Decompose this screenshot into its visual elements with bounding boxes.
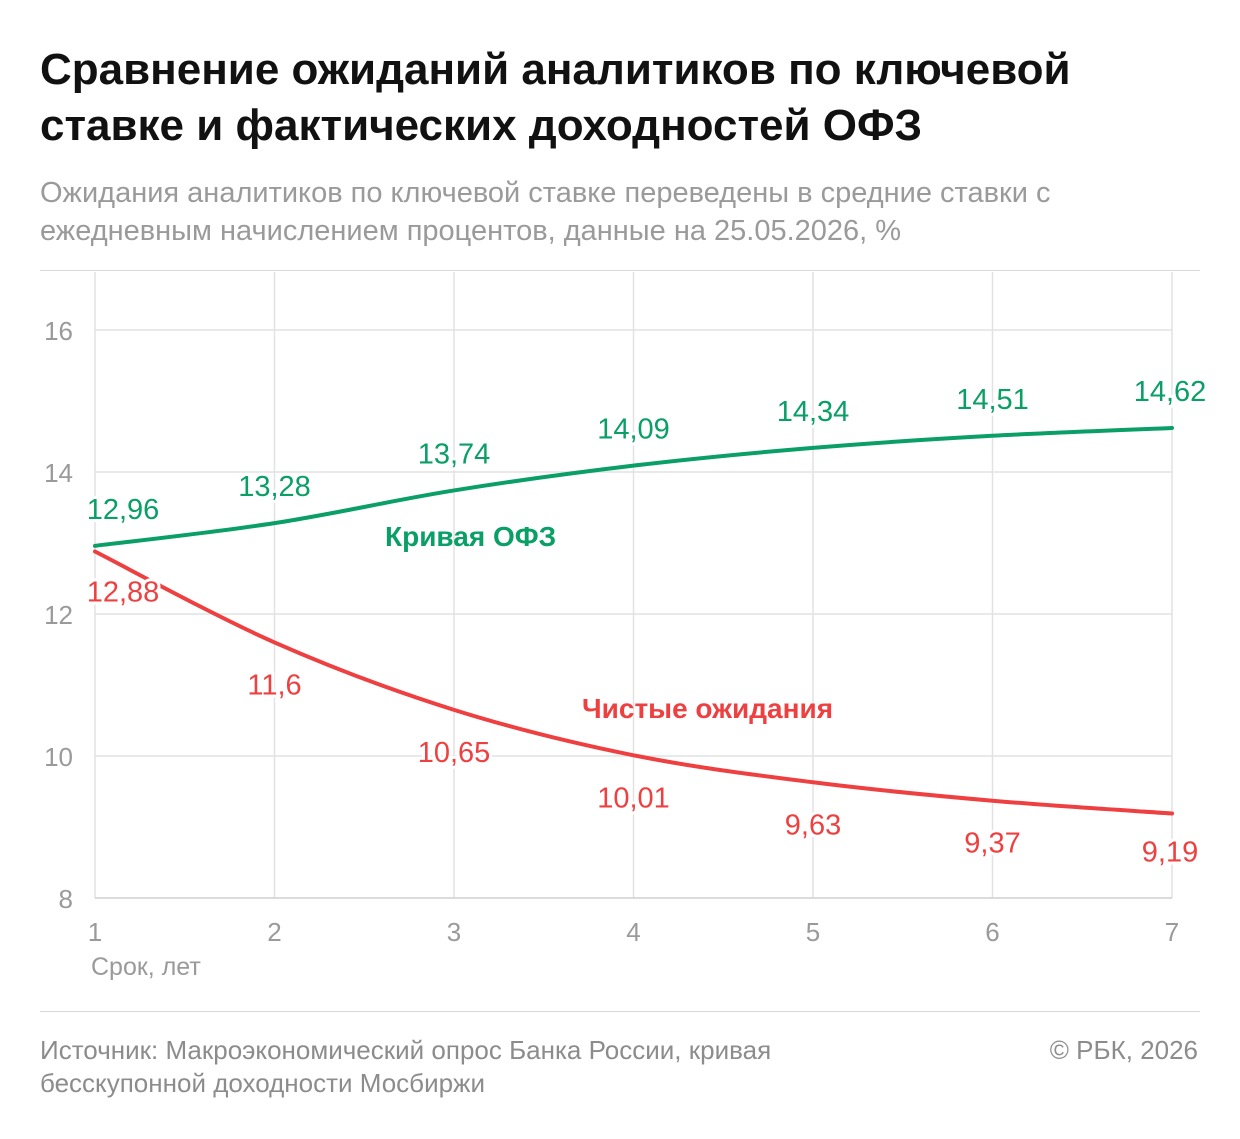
expectations-data-label: 12,88: [87, 577, 160, 609]
ofz-data-label: 14,62: [1134, 376, 1207, 408]
ofz-data-label: 14,51: [956, 384, 1029, 416]
x-axis-label: Срок, лет: [91, 953, 201, 981]
expectations-data-label: 11,6: [247, 669, 301, 701]
source-note: Источник: Макроэкономический опрос Банка…: [40, 1035, 772, 1098]
y-tick-label: 10: [44, 742, 73, 772]
copyright: © РБК, 2026: [1049, 1035, 1198, 1065]
top-divider: [40, 270, 1200, 271]
expectations-series-label: Чистые ожидания: [582, 693, 833, 724]
expectations-data-label: 9,63: [785, 809, 841, 841]
ofz-data-label: 12,96: [87, 494, 160, 526]
expectations-data-label: 9,19: [1142, 837, 1198, 869]
expectations-data-label: 9,37: [964, 828, 1020, 860]
series-labels: Кривая ОФЗ Чистые ожидания: [385, 521, 833, 724]
x-axis-ticks: 1 2 3 4 5 6 7: [88, 917, 1179, 947]
ofz-data-label: 14,09: [597, 414, 670, 446]
pure-expectations-line: [93, 549, 1174, 816]
chart-title: Сравнение ожиданий аналитиков по ключево…: [40, 45, 1071, 150]
grid: [94, 272, 1173, 899]
y-axis-ticks: 8 10 12 14 16: [44, 316, 73, 914]
expectations-data-label: 10,01: [597, 782, 670, 814]
ofz-data-label: 13,28: [238, 471, 311, 503]
chart-subtitle: Ожидания аналитиков по ключевой ставке п…: [40, 177, 1051, 247]
y-tick-label: 8: [59, 884, 73, 914]
x-tick-label: 7: [1165, 917, 1179, 947]
ofz-curve-line: [93, 425, 1174, 548]
x-tick-label: 3: [447, 917, 461, 947]
ofz-data-label: 13,74: [418, 438, 491, 470]
x-tick-label: 4: [626, 917, 640, 947]
y-tick-label: 12: [44, 600, 73, 630]
ofz-data-label: 14,34: [777, 396, 850, 428]
data-labels: 12,96 13,28 13,74 14,09 14,34 14,51 14,62 12,88…: [84, 373, 1210, 872]
series-lines: [93, 425, 1174, 816]
ofz-series-label: Кривая ОФЗ: [385, 521, 556, 552]
expectations-data-label: 10,65: [418, 737, 491, 769]
bottom-divider: [40, 1011, 1200, 1012]
x-tick-label: 5: [806, 917, 820, 947]
y-tick-label: 14: [44, 458, 73, 488]
x-tick-label: 2: [267, 917, 281, 947]
x-tick-label: 1: [88, 917, 102, 947]
y-tick-label: 16: [44, 316, 73, 346]
x-tick-label: 6: [985, 917, 999, 947]
